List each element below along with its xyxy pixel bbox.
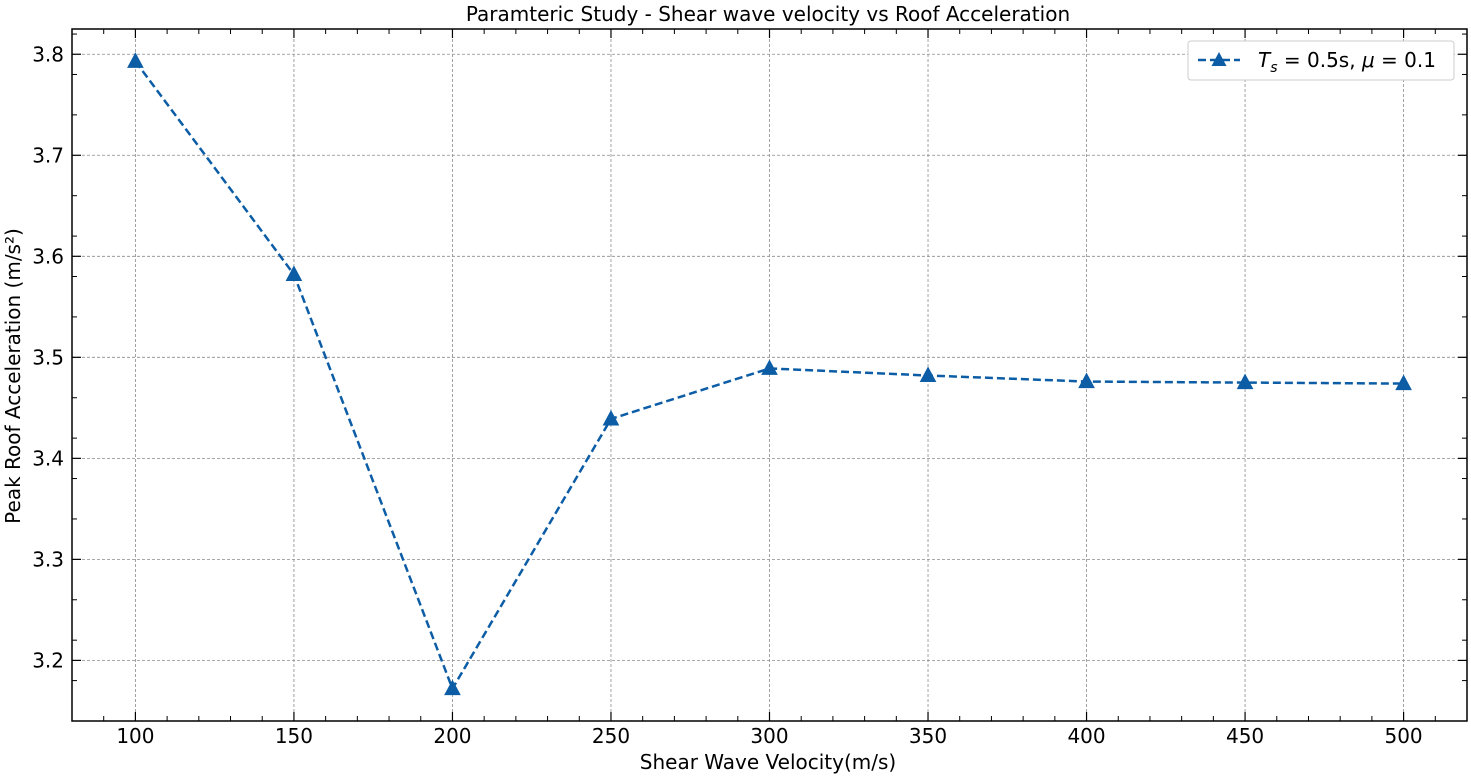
data-point-marker	[1078, 372, 1095, 389]
legend-symbol-subscript: s	[1270, 60, 1277, 76]
x-tick-label: 400	[1067, 724, 1105, 748]
data-point-marker	[919, 366, 937, 383]
legend-frame	[1187, 40, 1455, 81]
data-point-marker	[285, 265, 303, 281]
x-axis-label: Shear Wave Velocity(m/s)	[640, 750, 896, 774]
y-tick-label: 3.4	[32, 446, 64, 470]
x-tick-label: 350	[909, 724, 947, 748]
legend-equation-2: = 0.1	[1375, 48, 1436, 72]
x-tick-label: 200	[433, 724, 471, 748]
y-tick-label: 3.7	[32, 143, 64, 167]
legend-triangle-marker	[1211, 52, 1227, 66]
data-point-marker	[602, 409, 620, 426]
legend-equation-1: = 0.5s,	[1278, 48, 1362, 72]
y-tick-label: 3.2	[32, 648, 64, 672]
legend-symbol-mu: μ	[1361, 48, 1375, 72]
data-point-marker	[444, 679, 461, 696]
y-tick-label: 3.6	[32, 244, 64, 268]
y-tick-label: 3.3	[32, 547, 64, 571]
data-point-marker	[127, 52, 144, 68]
legend-entry-series-1: Ts = 0.5s, μ = 0.1	[1258, 48, 1436, 76]
x-tick-label: 300	[750, 724, 788, 748]
x-tick-label: 250	[592, 724, 630, 748]
data-point-marker	[761, 359, 778, 375]
series-layer	[127, 52, 1412, 696]
x-tick-label: 100	[116, 724, 154, 748]
ticks: 100 150 200 250 300 350 400 450 500 3.2 3.3 3.4 3.5 3…	[32, 29, 1467, 748]
x-tick-label: 150	[275, 724, 313, 748]
x-tick-label: 450	[1226, 724, 1264, 748]
chart-title: Paramteric Study - Shear wave velocity v…	[466, 2, 1070, 26]
y-tick-label: 3.5	[32, 345, 64, 369]
grid	[72, 29, 1467, 721]
legend: Ts = 0.5s, μ = 0.1	[1187, 40, 1455, 81]
legend-symbol-t: T	[1258, 48, 1272, 72]
data-point-marker	[1236, 373, 1254, 390]
x-tick-label: 500	[1384, 724, 1422, 748]
y-tick-label: 3.8	[32, 42, 64, 66]
data-point-marker	[1395, 374, 1412, 391]
y-axis-label: Peak Roof Acceleration (m/s²)	[1, 228, 25, 524]
